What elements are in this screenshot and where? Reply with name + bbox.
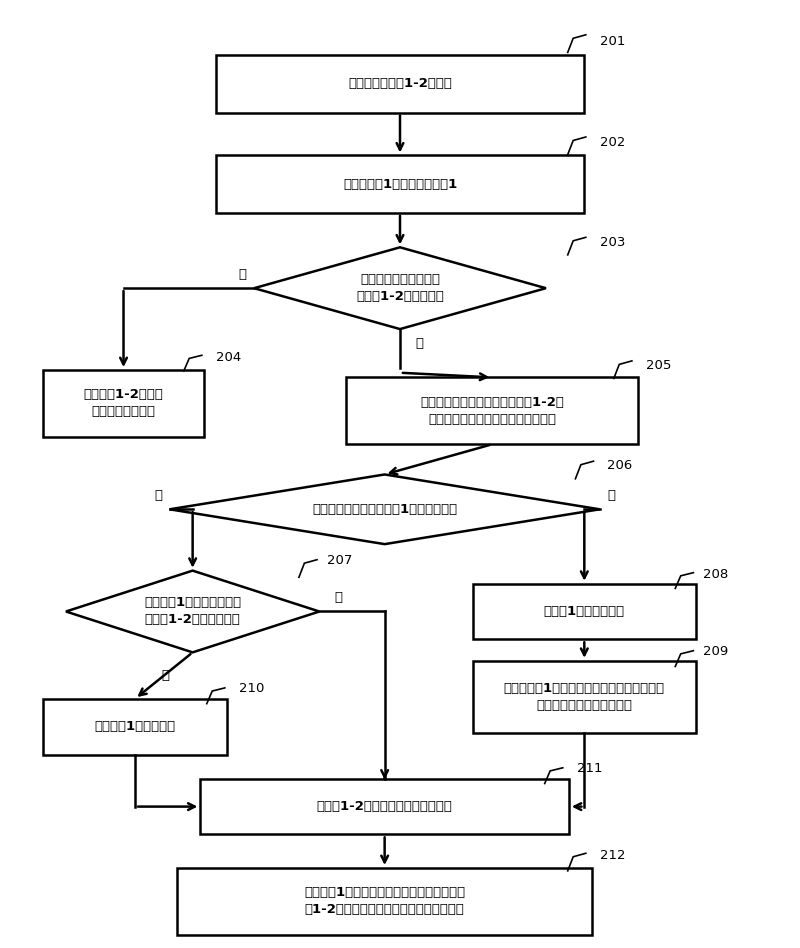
Text: 否: 否 [162,669,170,683]
Text: 是: 是 [238,267,246,281]
Polygon shape [254,247,546,329]
Text: 能: 能 [334,591,342,604]
Bar [473,584,696,639]
Text: 210: 210 [238,683,264,695]
Text: 209: 209 [703,645,729,658]
Bar [216,55,584,113]
Polygon shape [170,474,600,544]
Bar [178,868,592,935]
Bar [216,155,584,213]
Text: 211: 211 [577,762,602,775]
Text: 到内存中查找，是否存
有业务1-2的业务数据: 到内存中查找，是否存 有业务1-2的业务数据 [356,273,444,303]
Text: 判断内存中是否已为业务1划分内存空间: 判断内存中是否已为业务1划分内存空间 [312,502,458,516]
Bar [43,699,227,755]
Text: 是: 是 [154,489,162,501]
Bar [43,370,204,437]
Text: 判断业务1的内存空间能存
储业务1-2的业务数据？: 判断业务1的内存空间能存 储业务1-2的业务数据？ [144,596,242,627]
Polygon shape [66,571,319,652]
Bar [346,377,638,445]
Text: 按照业务1的数据读取策略，从主存中读取业
务1-2的业务数据，并保存在该内存空间中: 按照业务1的数据读取策略，从主存中读取业 务1-2的业务数据，并保存在该内存空间… [304,886,466,917]
Bar [473,661,696,733]
Text: 运行与业务1对应的内存实例1: 运行与业务1对应的内存实例1 [343,177,457,191]
Text: 208: 208 [703,568,729,581]
Text: 201: 201 [600,35,625,48]
Text: 读取业务1-2的业务
数据并返回给用户: 读取业务1-2的业务 数据并返回给用户 [83,389,163,418]
Text: 否: 否 [415,337,423,350]
Text: 203: 203 [600,236,625,249]
Text: 为业务1-2的业务数据划分内存空间: 为业务1-2的业务数据划分内存空间 [317,800,453,813]
Bar [200,778,569,834]
Text: 根据为业务1配置的单元空间的划分策略参数
的取值进行单元空间的划分: 根据为业务1配置的单元空间的划分策略参数 的取值进行单元空间的划分 [504,682,665,712]
Text: 202: 202 [600,136,625,149]
Text: 否: 否 [607,489,615,501]
Text: 为业务1划分内存空间: 为业务1划分内存空间 [544,605,625,618]
Text: 调整业务1的内存空间: 调整业务1的内存空间 [94,720,176,733]
Text: 212: 212 [600,849,625,863]
Text: 204: 204 [216,352,241,364]
Text: 206: 206 [607,459,633,472]
Text: 207: 207 [327,554,353,567]
Text: 205: 205 [646,358,671,372]
Text: 访问主存，并从主存中读取业务1-2的
业务数据，将该业务数据返回给用户: 访问主存，并从主存中读取业务1-2的 业务数据，将该业务数据返回给用户 [420,396,564,426]
Text: 收到用户对业务1-2的请求: 收到用户对业务1-2的请求 [348,78,452,90]
